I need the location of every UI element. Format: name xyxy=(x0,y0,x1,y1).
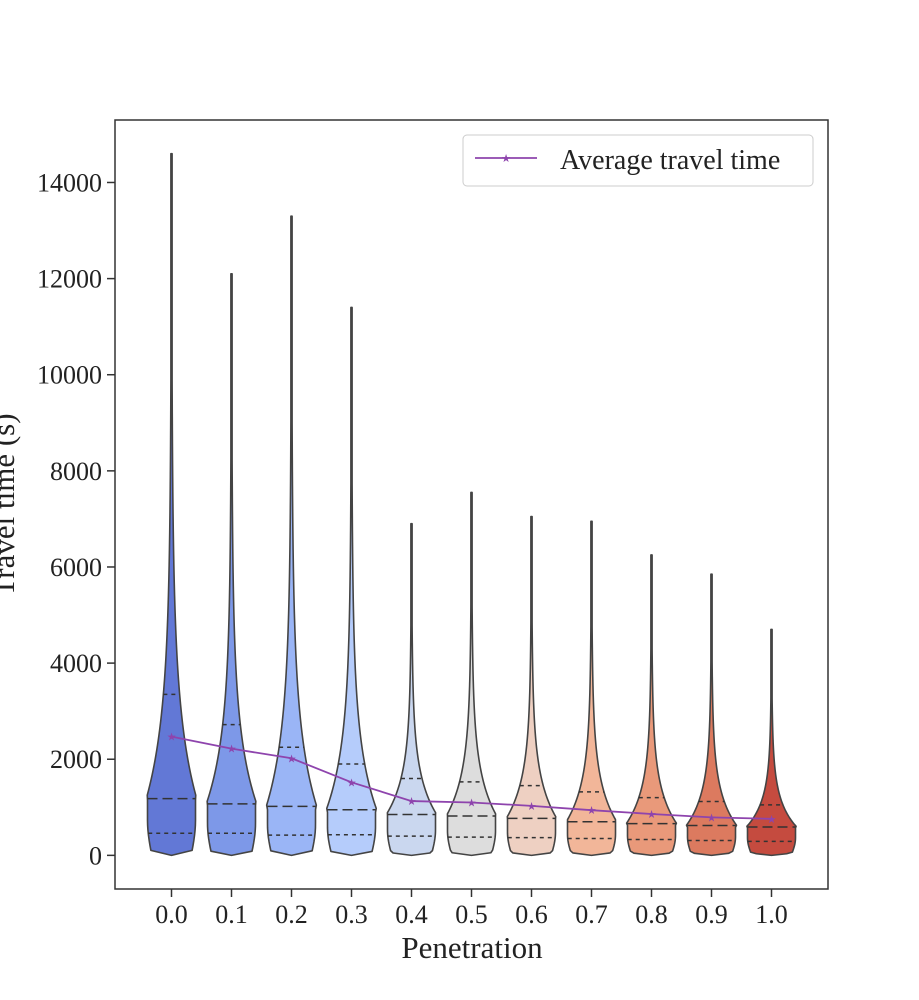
legend-label: Average travel time xyxy=(560,145,780,176)
average-line-layer: ★ ★ ★ ★ ★ ★ ★ ★ ★ ★ ★ xyxy=(167,732,777,826)
average-point-1.0: ★ xyxy=(767,814,777,826)
y-axis: 0 2000 4000 6000 8000 10000 12000 14000 xyxy=(37,168,115,870)
legend: ★ Average travel time xyxy=(462,134,814,187)
average-point-0.9: ★ xyxy=(707,812,717,824)
violin-0.0 xyxy=(146,152,197,857)
average-travel-time-line xyxy=(171,735,772,820)
x-tick-label-0.8: 0.8 xyxy=(635,900,668,929)
average-point-0.7: ★ xyxy=(587,805,597,817)
y-tick-label-12000: 12000 xyxy=(37,265,102,294)
y-tick-label-4000: 4000 xyxy=(50,649,102,678)
x-tick-label-0.3: 0.3 xyxy=(335,900,368,929)
y-tick-label-10000: 10000 xyxy=(37,361,102,390)
x-tick-label-0.1: 0.1 xyxy=(215,900,248,929)
x-axis: 0.0 0.1 0.2 0.3 0.4 0.5 0.6 0.7 0.8 0.9 1.0 xyxy=(155,889,788,929)
violin-0.7 xyxy=(566,520,617,857)
x-tick-label-0.5: 0.5 xyxy=(455,900,488,929)
violins-layer xyxy=(146,152,797,857)
y-tick-label-14000: 14000 xyxy=(37,168,102,197)
violin-1.0 xyxy=(746,628,797,857)
x-tick-label-0.6: 0.6 xyxy=(515,900,548,929)
x-axis-title: Penetration xyxy=(401,930,543,965)
violin-0.2 xyxy=(265,215,318,857)
y-axis-title: Travel time (s) xyxy=(0,413,21,596)
x-tick-label-0.2: 0.2 xyxy=(275,900,308,929)
x-tick-label-0.0: 0.0 xyxy=(155,900,188,929)
y-tick-label-0: 0 xyxy=(89,841,102,870)
x-tick-label-0.9: 0.9 xyxy=(695,900,728,929)
average-point-0.0: ★ xyxy=(167,732,177,744)
violin-0.3 xyxy=(325,306,378,857)
average-point-0.2: ★ xyxy=(287,753,297,765)
violin-0.9 xyxy=(685,573,738,857)
violin-0.6 xyxy=(506,515,557,857)
x-tick-label-0.4: 0.4 xyxy=(395,900,428,929)
violin-0.5 xyxy=(446,491,497,857)
average-point-0.8: ★ xyxy=(647,809,657,821)
average-point-0.1: ★ xyxy=(227,744,237,756)
y-tick-label-8000: 8000 xyxy=(50,457,102,486)
average-point-0.4: ★ xyxy=(407,796,417,808)
x-tick-label-1.0: 1.0 xyxy=(755,900,788,929)
violin-0.8 xyxy=(625,554,678,857)
y-tick-label-6000: 6000 xyxy=(50,553,102,582)
average-point-0.6: ★ xyxy=(527,801,537,813)
y-tick-label-2000: 2000 xyxy=(50,745,102,774)
violin-0.4 xyxy=(386,522,437,857)
x-tick-label-0.7: 0.7 xyxy=(575,900,608,929)
legend-box xyxy=(462,134,814,187)
legend-marker: ★ xyxy=(501,153,511,165)
average-point-0.3: ★ xyxy=(347,777,357,789)
violin-0.1 xyxy=(206,273,257,857)
average-point-0.5: ★ xyxy=(467,797,477,809)
